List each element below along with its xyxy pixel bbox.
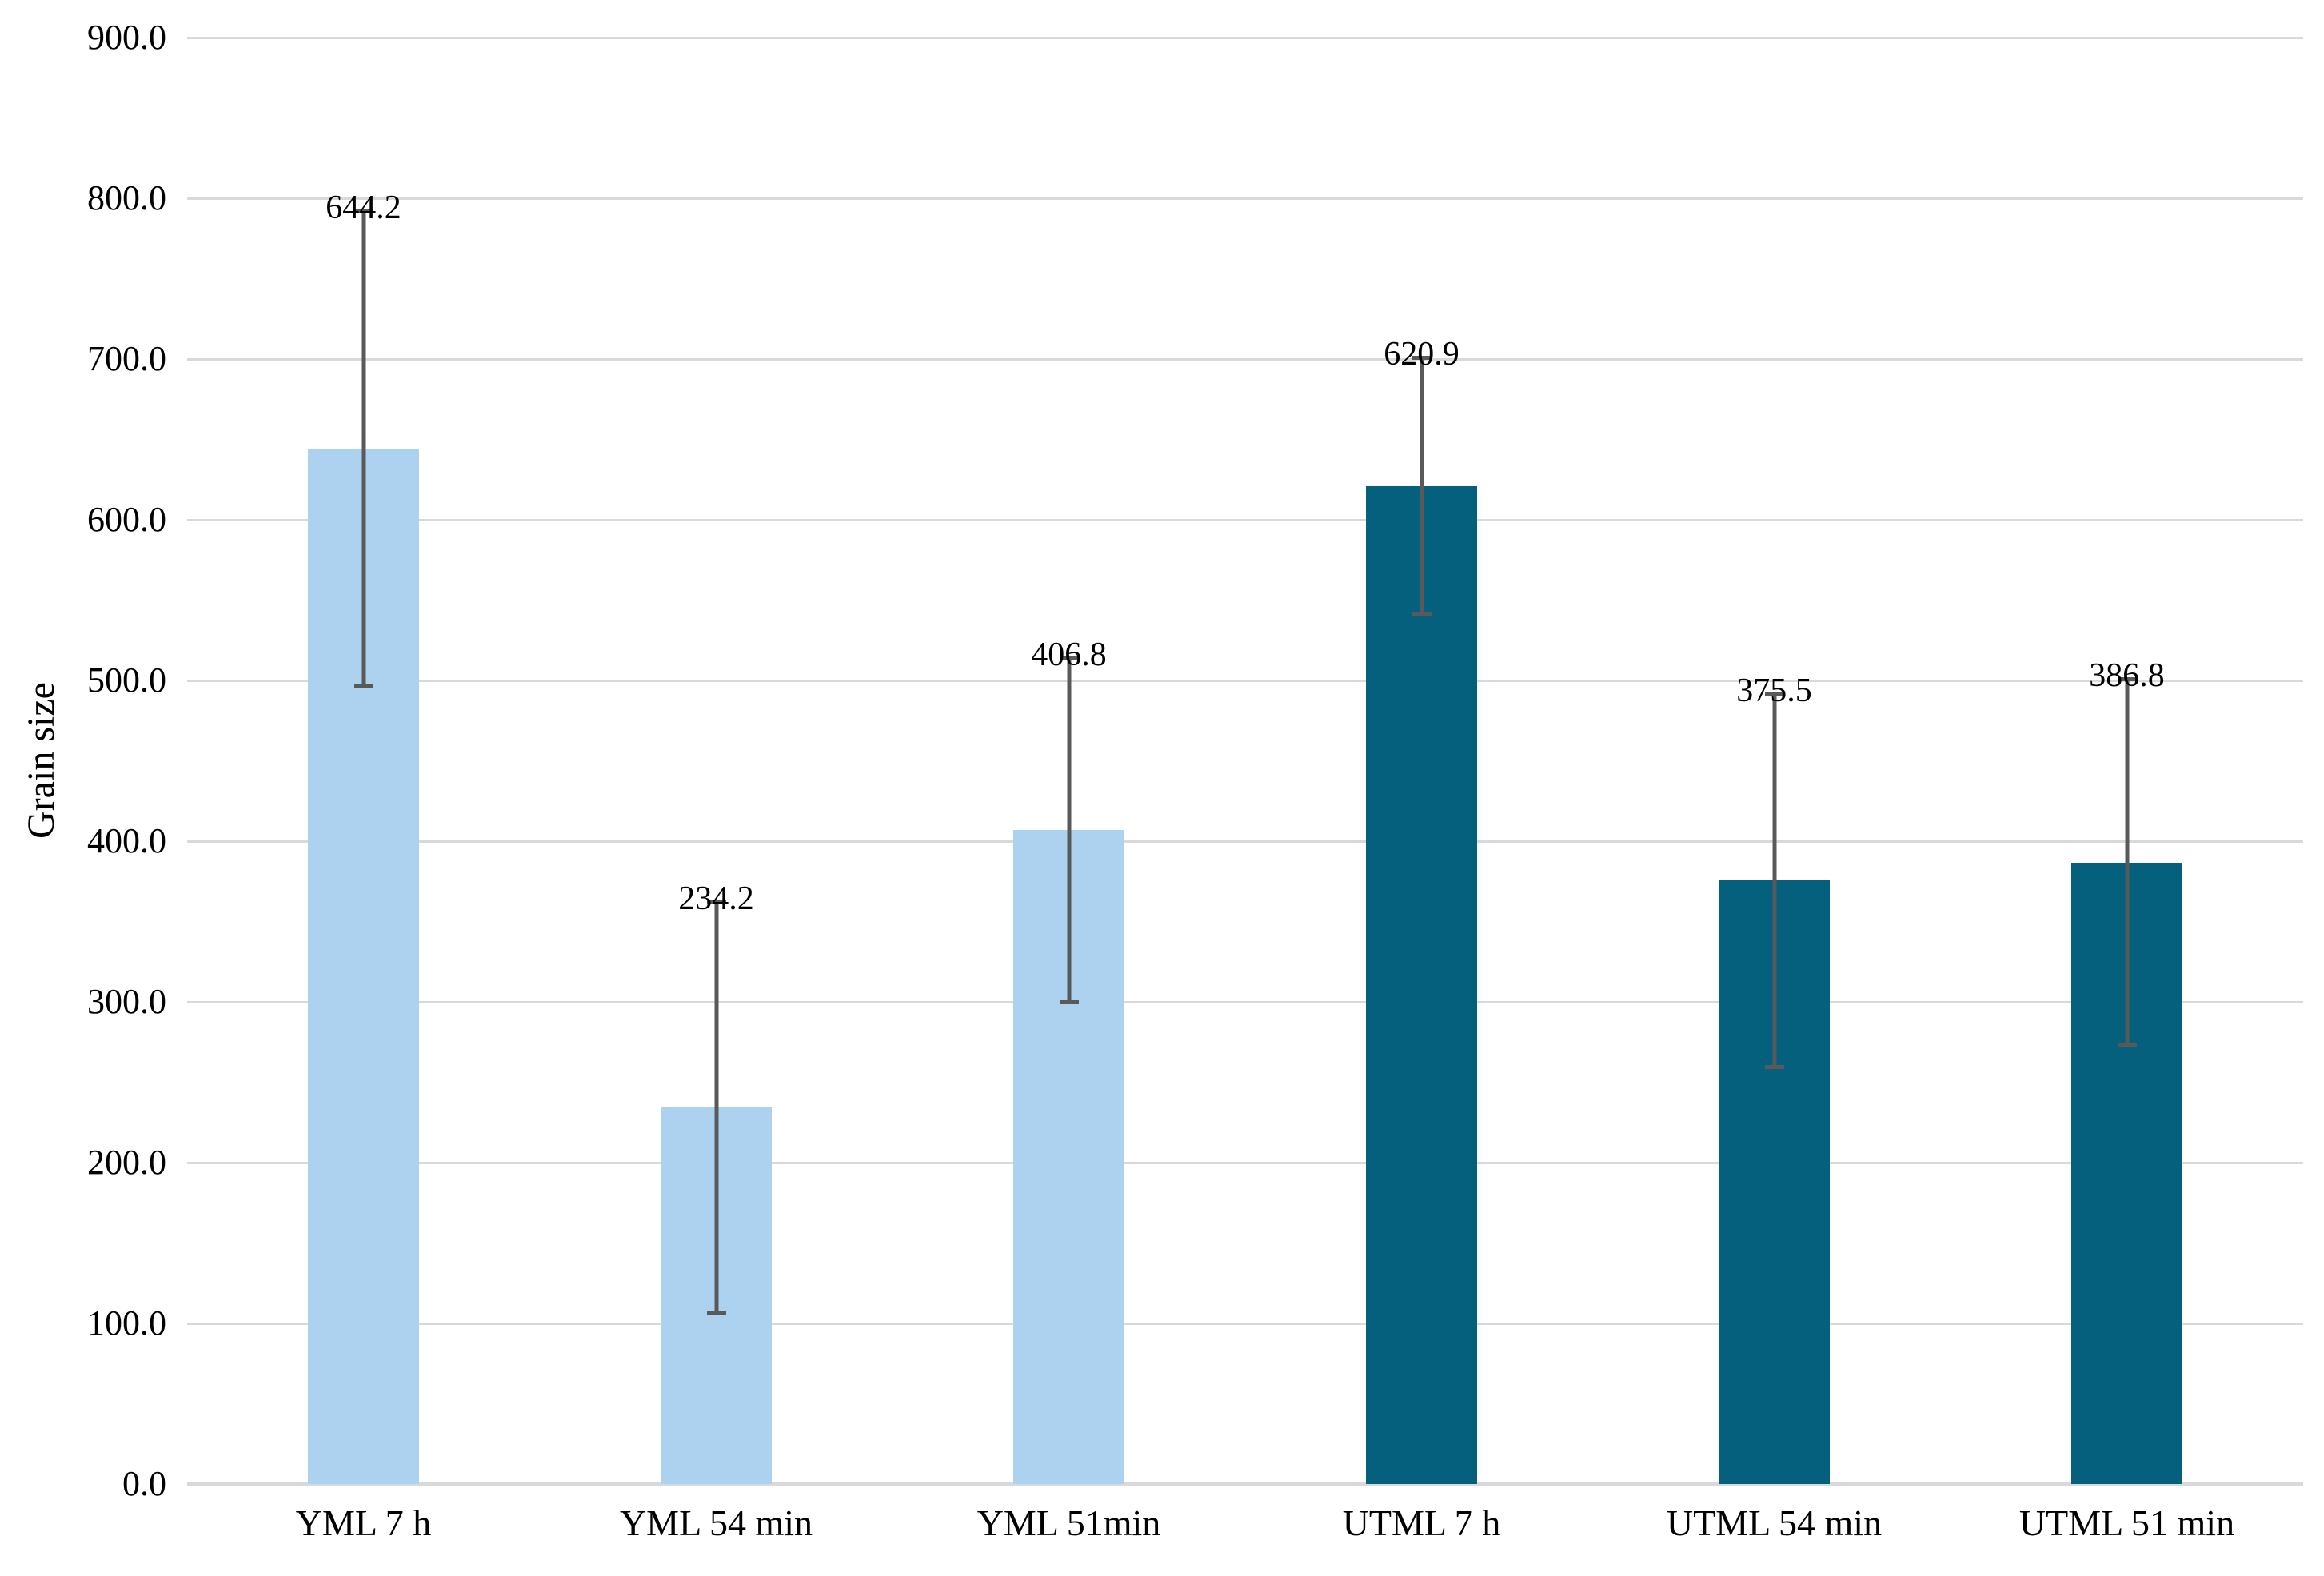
error-bar xyxy=(2125,679,2129,1046)
error-bar-cap xyxy=(353,209,373,213)
gridline xyxy=(187,197,2303,200)
gridline xyxy=(187,679,2303,682)
data-label: 620.9 xyxy=(1384,336,1459,373)
gridline xyxy=(187,357,2303,361)
y-tick-label: 800.0 xyxy=(87,178,166,217)
error-bar-cap xyxy=(706,1311,726,1316)
error-bar-cap xyxy=(1764,1064,1784,1069)
error-bar-cap xyxy=(1412,612,1432,617)
error-bar-cap xyxy=(706,900,726,904)
error-bar xyxy=(1772,694,1776,1067)
gridline xyxy=(187,1322,2303,1325)
error-bar xyxy=(361,210,365,687)
x-axis-label: UTML 51 min xyxy=(2019,1502,2235,1543)
y-tick-label: 500.0 xyxy=(87,660,166,700)
data-label: 386.8 xyxy=(2089,657,2165,695)
data-label: 375.5 xyxy=(1736,672,1812,710)
x-axis-label: UTML 54 min xyxy=(1666,1502,1883,1543)
error-bar-cap xyxy=(353,684,373,689)
x-axis-line xyxy=(187,1482,2303,1486)
y-tick-label: 900.0 xyxy=(87,18,166,57)
x-axis-label: UTML 7 h xyxy=(1342,1502,1501,1543)
bar xyxy=(1366,485,1477,1484)
gridline xyxy=(187,36,2303,39)
error-bar-cap xyxy=(1059,656,1079,660)
error-bar xyxy=(1420,357,1424,615)
x-axis-label: YML 7 h xyxy=(295,1502,432,1543)
y-tick-label: 200.0 xyxy=(87,1143,166,1182)
y-tick-label: 600.0 xyxy=(87,500,166,539)
error-bar-cap xyxy=(1059,999,1079,1004)
error-bar xyxy=(714,901,718,1314)
data-label: 406.8 xyxy=(1031,636,1107,674)
y-axis-title: Grain size xyxy=(20,682,62,839)
x-axis-label: YML 51min xyxy=(976,1502,1161,1543)
data-label: 644.2 xyxy=(325,189,401,226)
x-axis-label: YML 54 min xyxy=(619,1502,813,1543)
gridline xyxy=(187,518,2303,521)
gridline xyxy=(187,840,2303,843)
error-bar-cap xyxy=(2117,676,2137,681)
gridline xyxy=(187,1000,2303,1003)
error-bar-cap xyxy=(1764,692,1784,696)
y-tick-label: 100.0 xyxy=(87,1303,166,1343)
y-tick-label: 300.0 xyxy=(87,982,166,1021)
gridline xyxy=(187,1161,2303,1164)
error-bar-cap xyxy=(1412,355,1432,360)
y-tick-label: 400.0 xyxy=(87,821,166,860)
y-tick-label: 700.0 xyxy=(87,339,166,378)
error-bar-cap xyxy=(2117,1043,2137,1048)
y-tick-label: 0.0 xyxy=(122,1464,166,1503)
error-bar xyxy=(1067,658,1071,1003)
data-label: 234.2 xyxy=(678,880,754,917)
